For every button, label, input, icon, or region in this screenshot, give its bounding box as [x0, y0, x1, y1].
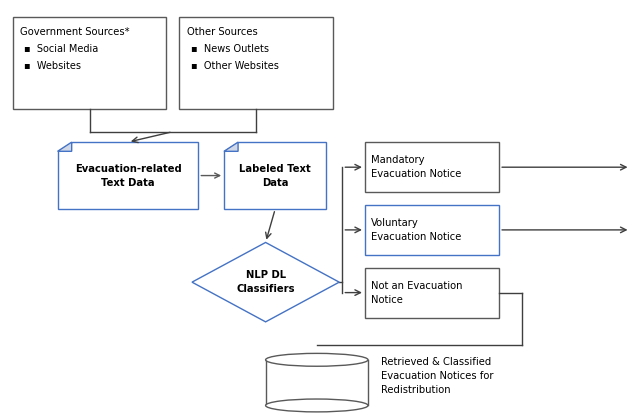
- Text: ▪  Other Websites: ▪ Other Websites: [191, 61, 278, 71]
- Text: Voluntary
Evacuation Notice: Voluntary Evacuation Notice: [371, 218, 461, 242]
- Text: ▪  News Outlets: ▪ News Outlets: [191, 44, 269, 54]
- Ellipse shape: [266, 399, 368, 412]
- Text: Mandatory
Evacuation Notice: Mandatory Evacuation Notice: [371, 155, 461, 179]
- Ellipse shape: [266, 353, 368, 366]
- Bar: [365, 142, 499, 192]
- Text: Labeled Text
Data: Labeled Text Data: [239, 163, 311, 188]
- Polygon shape: [192, 242, 339, 322]
- Text: Not an Evacuation
Notice: Not an Evacuation Notice: [371, 280, 463, 305]
- Polygon shape: [224, 142, 326, 209]
- Text: Other Sources: Other Sources: [187, 27, 258, 37]
- Bar: [13, 17, 166, 109]
- Polygon shape: [58, 142, 72, 151]
- Text: NLP DL
Classifiers: NLP DL Classifiers: [236, 270, 295, 294]
- Bar: [365, 205, 499, 255]
- Bar: [365, 268, 499, 318]
- Bar: [179, 17, 333, 109]
- Polygon shape: [224, 142, 238, 151]
- Text: Government Sources*: Government Sources*: [20, 27, 130, 37]
- Text: Evacuation-related
Text Data: Evacuation-related Text Data: [75, 163, 181, 188]
- Polygon shape: [58, 142, 198, 209]
- Bar: [266, 360, 368, 405]
- Text: ▪  Social Media: ▪ Social Media: [24, 44, 99, 54]
- Text: Retrieved & Classified
Evacuation Notices for
Redistribution: Retrieved & Classified Evacuation Notice…: [381, 357, 493, 395]
- Text: ▪  Websites: ▪ Websites: [24, 61, 81, 71]
